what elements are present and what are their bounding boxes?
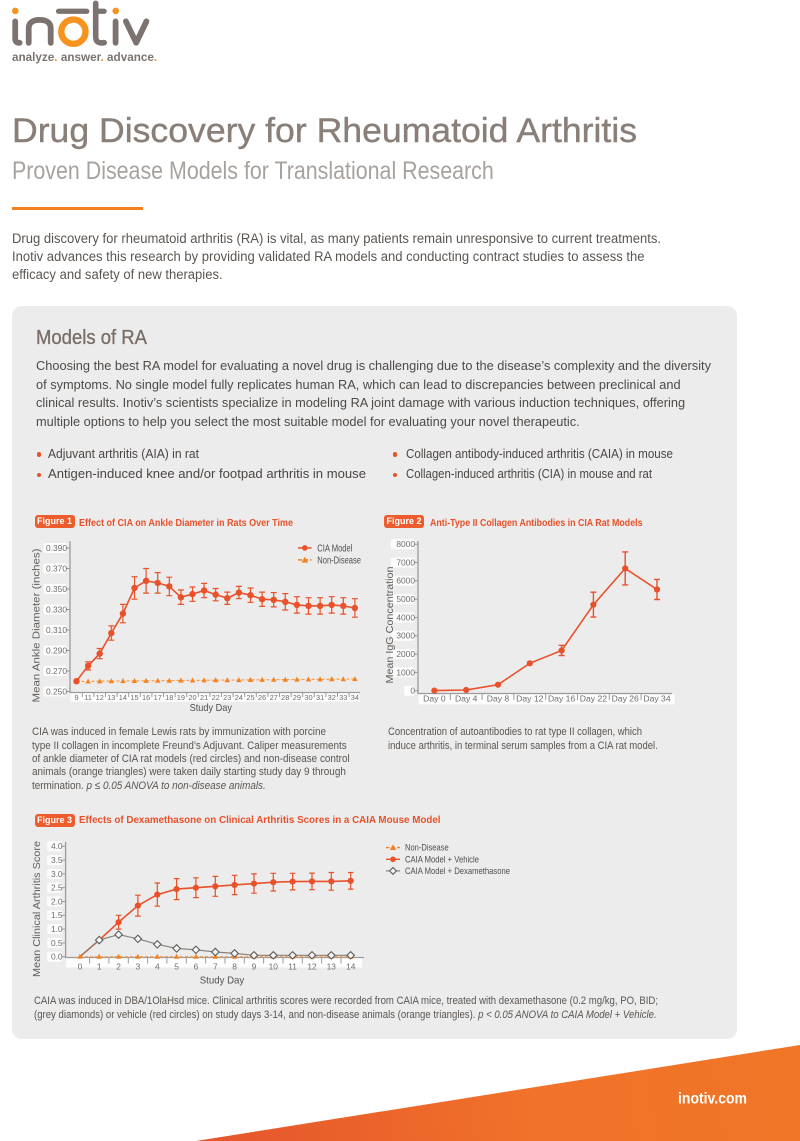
- svg-text:2: 2: [116, 962, 121, 972]
- svg-text:15: 15: [130, 693, 138, 702]
- svg-text:4000: 4000: [396, 612, 415, 622]
- svg-text:3000: 3000: [396, 631, 415, 641]
- svg-text:0.330: 0.330: [46, 604, 67, 614]
- svg-text:18: 18: [165, 693, 173, 702]
- svg-text:1: 1: [97, 962, 102, 972]
- svg-text:0.370: 0.370: [46, 563, 67, 573]
- svg-text:30: 30: [304, 693, 312, 702]
- svg-text:13: 13: [107, 693, 115, 702]
- svg-text:0.310: 0.310: [46, 625, 67, 635]
- svg-text:Study Day: Study Day: [190, 702, 233, 714]
- svg-text:1000: 1000: [396, 667, 415, 677]
- svg-text:Study Day: Study Day: [200, 975, 245, 987]
- svg-text:6000: 6000: [396, 576, 415, 586]
- svg-text:14: 14: [119, 693, 127, 702]
- svg-text:32: 32: [328, 693, 336, 702]
- svg-text:20: 20: [188, 693, 196, 702]
- svg-text:8000: 8000: [396, 539, 415, 549]
- svg-text:7: 7: [213, 962, 218, 972]
- svg-text:0.270: 0.270: [46, 666, 67, 676]
- svg-text:3: 3: [136, 962, 141, 972]
- svg-text:23: 23: [223, 693, 231, 702]
- svg-text:11: 11: [84, 693, 92, 702]
- svg-text:inotiv.com: inotiv.com: [678, 1091, 747, 1108]
- svg-text:Non-Disease: Non-Disease: [405, 843, 449, 853]
- svg-text:13: 13: [327, 962, 337, 972]
- svg-text:3.0: 3.0: [51, 869, 63, 879]
- svg-text:27: 27: [270, 693, 278, 702]
- svg-text:Day 8: Day 8: [487, 694, 510, 704]
- svg-text:34: 34: [351, 693, 359, 702]
- svg-text:0: 0: [410, 686, 415, 696]
- svg-text:CAIA Model + Vehicle: CAIA Model + Vehicle: [405, 854, 479, 864]
- svg-text:3.5: 3.5: [51, 855, 63, 865]
- svg-text:0.5: 0.5: [51, 938, 63, 948]
- svg-text:0.250: 0.250: [46, 686, 67, 696]
- svg-text:0.290: 0.290: [46, 645, 67, 655]
- svg-text:9: 9: [74, 693, 78, 702]
- svg-text:Mean IgG Concentration: Mean IgG Concentration: [385, 567, 396, 684]
- svg-text:26: 26: [258, 693, 266, 702]
- svg-text:33: 33: [339, 693, 347, 702]
- svg-text:11: 11: [288, 962, 297, 972]
- svg-text:Day 0: Day 0: [423, 694, 446, 704]
- svg-text:12: 12: [96, 693, 104, 702]
- svg-text:21: 21: [200, 693, 208, 702]
- svg-text:Day 4: Day 4: [455, 694, 478, 704]
- svg-text:Day 34: Day 34: [643, 694, 670, 704]
- svg-text:22: 22: [212, 693, 220, 702]
- svg-text:24: 24: [235, 693, 243, 702]
- svg-text:10: 10: [269, 962, 279, 972]
- svg-text:Day 12: Day 12: [516, 694, 543, 704]
- svg-text:1.5: 1.5: [51, 910, 63, 920]
- svg-text:6: 6: [194, 962, 199, 972]
- svg-text:9: 9: [252, 962, 257, 972]
- svg-text:8: 8: [232, 962, 237, 972]
- svg-text:28: 28: [281, 693, 289, 702]
- svg-text:0.0: 0.0: [51, 952, 63, 962]
- svg-text:19: 19: [177, 693, 185, 702]
- svg-text:2.0: 2.0: [51, 896, 63, 906]
- svg-text:12: 12: [307, 962, 317, 972]
- svg-text:25: 25: [246, 693, 254, 702]
- svg-text:Day 16: Day 16: [548, 694, 575, 704]
- svg-text:Day 26: Day 26: [612, 694, 639, 704]
- svg-text:Mean Clinical Arthritis Score: Mean Clinical Arthritis Score: [32, 841, 43, 977]
- svg-text:2.5: 2.5: [51, 883, 63, 893]
- svg-text:Non-Disease: Non-Disease: [317, 555, 361, 566]
- svg-text:31: 31: [316, 693, 324, 702]
- svg-text:CIA Model: CIA Model: [317, 543, 352, 554]
- svg-text:16: 16: [142, 693, 150, 702]
- svg-text:4.0: 4.0: [51, 841, 63, 851]
- svg-text:5000: 5000: [396, 594, 415, 604]
- svg-text:17: 17: [154, 693, 162, 702]
- svg-text:0.390: 0.390: [46, 543, 67, 553]
- svg-text:1.0: 1.0: [51, 924, 63, 934]
- svg-text:5: 5: [174, 962, 179, 972]
- svg-text:2000: 2000: [396, 649, 415, 659]
- svg-text:Mean Ankle Diameter (inches): Mean Ankle Diameter (inches): [32, 549, 43, 703]
- svg-text:7000: 7000: [396, 557, 415, 567]
- svg-text:29: 29: [293, 693, 301, 702]
- svg-text:4: 4: [155, 962, 160, 972]
- svg-text:0.350: 0.350: [46, 584, 67, 594]
- svg-text:14: 14: [346, 962, 356, 972]
- svg-text:0: 0: [78, 962, 83, 972]
- svg-text:CAIA Model + Dexamethasone: CAIA Model + Dexamethasone: [405, 866, 510, 876]
- svg-text:Day 22: Day 22: [580, 694, 607, 704]
